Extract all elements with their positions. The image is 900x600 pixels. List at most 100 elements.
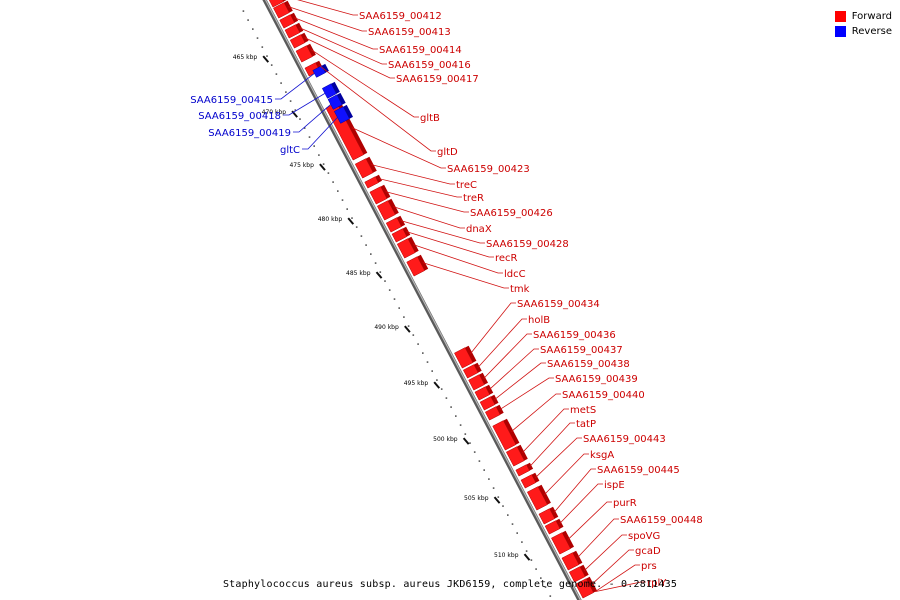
gene-block-shade xyxy=(473,362,482,373)
gene-block-shade xyxy=(537,484,551,505)
gene-label-forward: rplY xyxy=(647,578,667,589)
ruler-dot xyxy=(346,208,348,210)
label-leader xyxy=(559,483,603,524)
ruler-dot xyxy=(289,100,292,102)
gene-label-forward: metS xyxy=(570,405,596,416)
ruler-dot xyxy=(384,280,386,282)
ruler-dot xyxy=(379,271,382,273)
gene-block-shade xyxy=(549,506,559,519)
tick-label: 505 kbp xyxy=(464,495,489,502)
gene-label-forward: SAA6159_00437 xyxy=(540,345,623,356)
ruler-dot xyxy=(473,451,476,453)
tick-label: 465 kbp xyxy=(233,54,258,61)
label-leader xyxy=(310,49,419,118)
gene-block-shade xyxy=(490,394,499,405)
ruler-dot xyxy=(488,478,490,480)
tick-mark xyxy=(462,437,470,445)
tick-label: 475 kbp xyxy=(289,162,314,169)
ruler-dot xyxy=(360,235,363,237)
label-leader xyxy=(584,534,627,571)
label-leader xyxy=(288,6,367,32)
label-leader xyxy=(499,377,554,410)
ruler-dot xyxy=(544,586,547,588)
tick-mark xyxy=(319,163,326,171)
gene-label-forward: SAA6159_00417 xyxy=(396,74,479,85)
ruler-dot xyxy=(445,397,448,399)
gene-label-forward: SAA6159_00443 xyxy=(583,434,666,445)
label-leader xyxy=(577,518,619,558)
forward-swatch xyxy=(834,11,846,22)
ruler-dot xyxy=(417,343,419,345)
reverse-swatch xyxy=(834,26,846,37)
ruler-dot xyxy=(507,514,509,516)
gene-block-shade xyxy=(407,236,419,253)
tick-mark xyxy=(433,381,441,389)
label-leader xyxy=(385,191,469,213)
label-leader xyxy=(413,244,503,274)
label-leader xyxy=(319,65,436,152)
ruler-dot xyxy=(459,424,462,426)
caption-text: Staphylococcus aureus subsp. aureus JKD6… xyxy=(222,579,678,590)
ruler-dot xyxy=(469,442,471,444)
dotted-ruler xyxy=(242,10,552,597)
gene-label-forward: ksgA xyxy=(590,450,614,461)
label-leader xyxy=(378,178,462,198)
gene-label-forward: SAA6159_00439 xyxy=(555,374,638,385)
ruler-dot xyxy=(426,361,429,363)
ruler-dot xyxy=(275,73,278,75)
ruler-dot xyxy=(341,199,344,201)
gene-label-forward: SAA6159_00426 xyxy=(470,208,553,219)
label-leader xyxy=(489,348,539,390)
ruler-dot xyxy=(464,433,467,435)
ruler-dot xyxy=(511,523,514,525)
label-leader xyxy=(293,104,331,133)
gene-block-shade xyxy=(331,81,340,94)
gene-block-shade xyxy=(375,174,382,183)
legend-reverse-label: Reverse xyxy=(851,26,892,37)
ruler-dot xyxy=(535,568,537,570)
ruler-dot xyxy=(280,82,282,84)
gene-label-forward: SAA6159_00414 xyxy=(379,45,462,56)
gene-label-forward: tmk xyxy=(510,284,530,295)
gene-label-forward: SAA6159_00423 xyxy=(447,164,530,175)
label-leader xyxy=(400,220,485,244)
gene-labels: SAA6159_00412 SAA6159_00413 SAA6159_00414 S… xyxy=(190,11,703,589)
label-leader xyxy=(297,0,358,16)
label-leader xyxy=(567,501,612,540)
gene-label-reverse: gltC xyxy=(280,145,300,156)
ruler-dot xyxy=(530,559,533,561)
ruler-dot xyxy=(299,118,301,120)
ruler-dot xyxy=(365,244,367,246)
ruler-dot xyxy=(450,406,452,408)
gene-label-forward: SAA6159_00438 xyxy=(547,359,630,370)
gene-label-forward: dnaX xyxy=(466,224,492,235)
ruler-dot xyxy=(332,181,334,183)
gene-label-forward: treC xyxy=(456,180,477,191)
gene-label-forward: ldcC xyxy=(504,269,526,280)
gene-block-shade xyxy=(465,345,477,363)
gene-block-shade xyxy=(336,92,346,105)
ruler-dot xyxy=(549,595,552,597)
ruler-dot xyxy=(492,487,495,489)
gene-label-forward: prs xyxy=(641,561,657,572)
label-leader xyxy=(275,73,315,100)
gene-label-forward: gltB xyxy=(420,113,440,124)
ruler-dot xyxy=(483,469,485,471)
gene-block-shade xyxy=(321,63,329,73)
ruler-dot xyxy=(270,64,273,66)
ruler-dot xyxy=(516,532,518,534)
genome-backbone xyxy=(262,0,582,600)
label-leader xyxy=(477,318,527,368)
ruler-dot xyxy=(318,154,320,156)
gene-block-shade xyxy=(517,444,528,461)
ruler-dot xyxy=(261,46,264,48)
ruler-dot xyxy=(497,496,500,498)
ruler-dot xyxy=(242,10,245,12)
label-leader xyxy=(283,93,326,116)
ruler-dot xyxy=(398,307,400,309)
gene-label-forward: SAA6159_00416 xyxy=(388,60,471,71)
gene-label-forward: holB xyxy=(528,315,550,326)
ruler-dot xyxy=(407,325,410,327)
ruler-dot xyxy=(374,262,377,264)
gene-block-shade xyxy=(503,418,520,445)
